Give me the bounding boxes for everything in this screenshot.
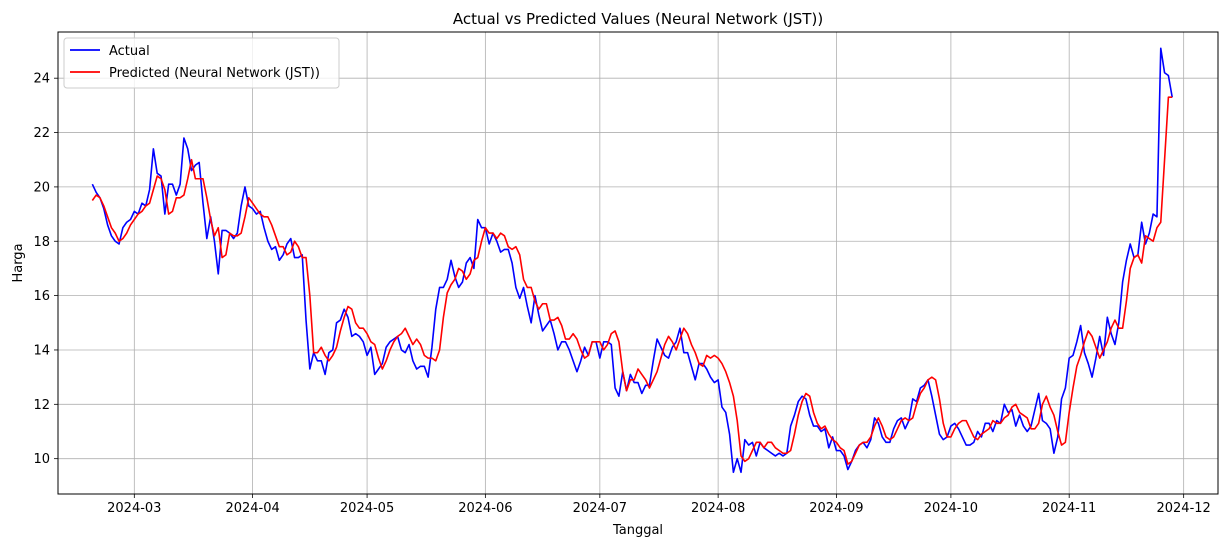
y-tick-label: 12 bbox=[33, 398, 50, 413]
x-tick-label: 2024-05 bbox=[340, 501, 394, 516]
y-axis-label: Harga bbox=[11, 243, 26, 282]
x-tick-label: 2024-04 bbox=[225, 501, 279, 516]
x-tick-label: 2024-10 bbox=[924, 501, 978, 516]
legend-label-actual: Actual bbox=[109, 44, 150, 59]
legend-label-predicted: Predicted (Neural Network (JST)) bbox=[109, 66, 320, 81]
y-tick-label: 22 bbox=[33, 126, 50, 141]
legend-box bbox=[63, 37, 340, 89]
series-line-actual bbox=[91, 47, 1173, 474]
x-tick-label: 2024-06 bbox=[458, 501, 512, 516]
legend: Actual Predicted (Neural Network (JST)) bbox=[63, 37, 340, 89]
y-tick-label: 14 bbox=[33, 343, 50, 358]
series-lines bbox=[91, 47, 1173, 474]
x-tick-label: 2024-11 bbox=[1042, 501, 1096, 516]
x-tick-label: 2024-12 bbox=[1156, 501, 1210, 516]
x-tick-label: 2024-07 bbox=[573, 501, 627, 516]
x-axis-label: Tanggal bbox=[612, 523, 663, 538]
y-tick-label: 16 bbox=[33, 289, 50, 304]
y-axis-ticks: 10 12 14 16 18 20 22 24 bbox=[33, 72, 58, 467]
y-tick-label: 10 bbox=[33, 452, 50, 467]
x-tick-label: 2024-08 bbox=[691, 501, 745, 516]
x-axis-ticks: 2024-03 2024-04 2024-05 2024-06 2024-07 2024-… bbox=[107, 494, 1211, 516]
chart-title: Actual vs Predicted Values (Neural Netwo… bbox=[453, 10, 823, 28]
y-tick-label: 24 bbox=[33, 72, 50, 87]
x-tick-label: 2024-09 bbox=[809, 501, 863, 516]
plot-area-frame bbox=[57, 31, 1219, 495]
y-tick-label: 18 bbox=[33, 235, 50, 250]
y-tick-label: 20 bbox=[33, 180, 50, 195]
series-line-predicted bbox=[91, 96, 1173, 465]
grid-lines bbox=[58, 32, 1218, 494]
x-tick-label: 2024-03 bbox=[107, 501, 161, 516]
